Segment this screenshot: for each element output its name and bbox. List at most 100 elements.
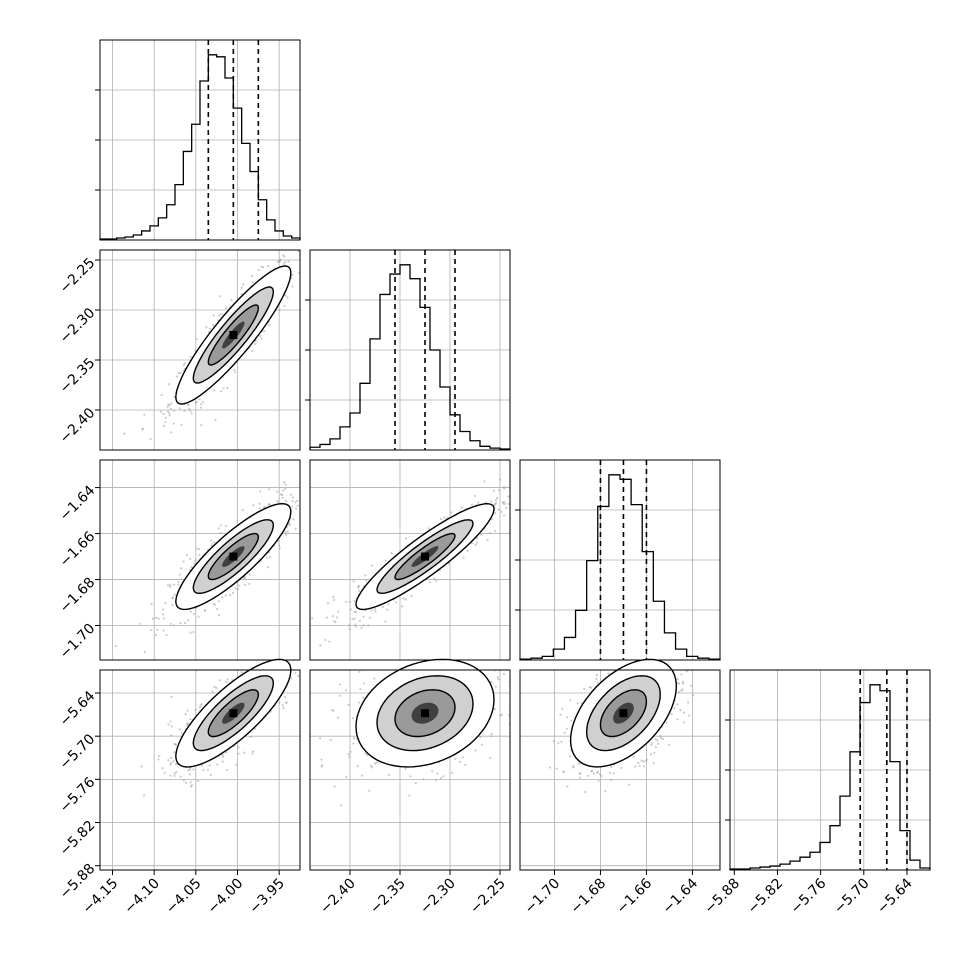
sample-point (179, 372, 182, 375)
sample-point (480, 743, 484, 746)
sample-point (552, 739, 556, 742)
sample-point (240, 671, 243, 674)
sample-point (337, 610, 340, 613)
sample-point (505, 506, 508, 509)
sample-point (335, 652, 337, 654)
sample-point (173, 395, 176, 399)
sample-point (477, 501, 480, 504)
sample-point (489, 756, 492, 760)
sample-point (667, 743, 671, 746)
sample-point (186, 709, 189, 712)
sample-point (266, 566, 270, 569)
sample-point (173, 774, 176, 777)
y-tick-label: −2.40 (57, 405, 99, 447)
sample-point (291, 285, 294, 288)
sample-point (285, 650, 287, 652)
sample-point (263, 505, 266, 508)
sample-point (332, 598, 336, 602)
sample-point (604, 790, 607, 793)
sample-point (595, 673, 599, 677)
y-tick-label: −1.66 (57, 529, 99, 571)
sample-point (162, 629, 165, 632)
sample-point (296, 499, 299, 503)
sample-point (210, 539, 213, 542)
sample-point (234, 587, 237, 590)
sample-point (464, 763, 467, 766)
sample-point (656, 739, 659, 742)
sample-point (213, 389, 216, 392)
sample-point (490, 518, 493, 521)
sample-point (490, 732, 493, 735)
x-tick-label: −4.05 (163, 876, 205, 918)
sample-point (162, 424, 166, 428)
sample-point (333, 785, 336, 788)
sample-point (258, 502, 261, 505)
sample-point (386, 608, 389, 611)
sample-point (441, 652, 443, 654)
sample-point (314, 473, 316, 475)
sample-point (451, 655, 453, 657)
sample-point (458, 760, 462, 764)
sample-point (694, 641, 696, 643)
sample-point (192, 768, 195, 771)
sample-point (177, 580, 180, 583)
sample-point (307, 654, 309, 656)
sample-point (483, 480, 486, 483)
density-peak (421, 552, 429, 561)
sample-point (290, 677, 293, 680)
sample-point (198, 548, 201, 551)
sample-point (640, 759, 643, 762)
sample-point (536, 673, 538, 675)
density-peak (229, 552, 238, 561)
sample-point (670, 713, 673, 716)
sample-point (620, 766, 623, 769)
sample-point (297, 250, 300, 253)
sample-point (526, 713, 528, 715)
sample-point (640, 653, 642, 655)
sample-point (189, 785, 193, 788)
sample-point (577, 762, 580, 765)
sample-point (114, 644, 117, 648)
sample-point (196, 779, 200, 783)
sample-point (300, 490, 302, 492)
sample-point (218, 679, 221, 682)
sample-point (175, 771, 178, 774)
sample-point (165, 633, 168, 637)
sample-point (352, 737, 355, 740)
sample-point (318, 493, 320, 495)
sample-point (681, 652, 683, 654)
sample-point (197, 615, 200, 618)
sample-point (175, 375, 179, 378)
sample-point (301, 489, 303, 491)
sample-point (268, 555, 272, 559)
panel-2-1 (309, 459, 531, 661)
sample-point (284, 533, 288, 536)
sample-point (598, 664, 600, 666)
sample-point (265, 556, 269, 559)
sample-point (344, 689, 347, 692)
panel-1-1 (305, 249, 511, 451)
sample-point (149, 629, 153, 632)
sample-point (260, 337, 263, 340)
sample-point (169, 756, 172, 760)
sample-point (676, 718, 679, 721)
sample-point (529, 496, 531, 498)
sample-point (453, 640, 455, 642)
sample-point (213, 541, 216, 544)
sample-point (314, 508, 316, 510)
sample-point (589, 686, 593, 689)
sample-point (237, 746, 240, 749)
sample-point (462, 556, 465, 559)
sample-point (676, 677, 679, 681)
x-tick-label: −2.35 (367, 876, 409, 918)
panel-frame (519, 669, 721, 871)
sample-point (522, 493, 524, 495)
sample-point (141, 428, 144, 431)
sample-point (609, 778, 613, 782)
sample-point (597, 779, 600, 782)
sample-point (384, 559, 387, 562)
sample-point (169, 774, 172, 777)
sample-point (302, 264, 304, 266)
sample-point (226, 768, 229, 772)
sample-point (461, 756, 464, 759)
